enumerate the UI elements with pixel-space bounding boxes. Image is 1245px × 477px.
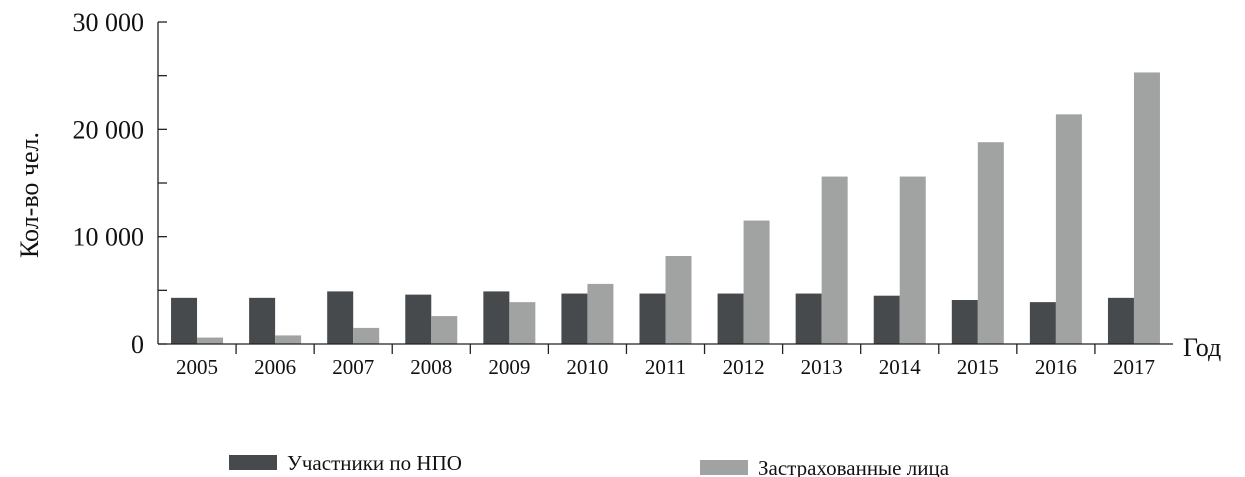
legend-swatch-insured (700, 460, 748, 475)
bar-participants-2017 (1107, 297, 1134, 344)
x-tick-label: 2014 (879, 355, 922, 379)
y-tick-label: 20 000 (73, 115, 145, 144)
bar-participants-2011 (639, 293, 666, 344)
bar-insured-2013 (821, 176, 848, 344)
y-axis-title: Кол-во чел. (15, 132, 44, 258)
bar-insured-2014 (899, 176, 926, 344)
x-tick-label: 2015 (957, 355, 999, 379)
x-tick-label: 2010 (566, 355, 608, 379)
bar-participants-2009 (483, 291, 510, 344)
bars-layer (171, 72, 1160, 345)
bar-insured-2016 (1055, 114, 1082, 344)
y-tick-label: 0 (131, 330, 144, 359)
bar-insured-2007 (353, 327, 380, 344)
x-tick-label: 2008 (410, 355, 452, 379)
bar-insured-2011 (665, 255, 692, 344)
bar-insured-2017 (1133, 72, 1160, 345)
bar-participants-2013 (795, 293, 822, 344)
bar-participants-2008 (405, 294, 432, 344)
bar-insured-2015 (977, 142, 1004, 344)
bar-participants-2012 (717, 293, 744, 344)
bar-participants-2010 (561, 293, 588, 344)
y-tick-label: 30 000 (73, 8, 145, 37)
legend: Участники по НПО Застрахованные лица (229, 451, 950, 477)
legend-label-participants: Участники по НПО (287, 451, 462, 475)
x-tick-label: 2007 (332, 355, 374, 379)
bar-participants-2016 (1029, 302, 1056, 344)
bar-participants-2014 (873, 295, 900, 344)
x-ticks: 2005 2006 2007 2008 2009 2010 2011 2012 2013 2014… (176, 344, 1155, 379)
x-tick-label: 2017 (1113, 355, 1155, 379)
bar-insured-2012 (743, 220, 770, 344)
bar-participants-2006 (249, 297, 276, 344)
bar-participants-2005 (171, 297, 198, 344)
x-tick-label: 2011 (645, 355, 686, 379)
y-tick-label: 10 000 (73, 223, 145, 252)
bar-insured-2009 (509, 302, 536, 344)
bar-participants-2015 (951, 299, 978, 344)
x-tick-label: 2005 (176, 355, 218, 379)
bar-insured-2006 (275, 335, 302, 344)
bar-insured-2010 (587, 283, 614, 344)
x-tick-label: 2006 (254, 355, 296, 379)
x-tick-label: 2012 (723, 355, 765, 379)
legend-label-insured: Застрахованные лица (758, 456, 950, 477)
legend-swatch-participants (229, 455, 277, 470)
bar-insured-2008 (431, 316, 458, 344)
x-tick-label: 2016 (1035, 355, 1077, 379)
bar-insured-2005 (197, 337, 224, 344)
bar-participants-2007 (327, 291, 354, 344)
x-axis-title: Год (1183, 333, 1221, 362)
x-tick-label: 2009 (488, 355, 530, 379)
x-tick-label: 2013 (801, 355, 843, 379)
y-ticks: 0 10 000 20 000 30 000 (73, 8, 167, 359)
